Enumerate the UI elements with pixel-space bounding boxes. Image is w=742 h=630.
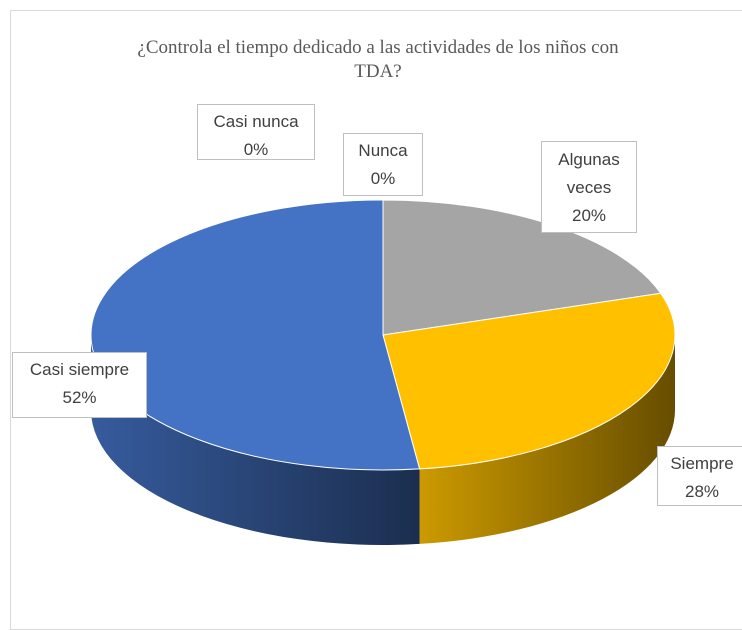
slice-side [91,335,420,545]
label-value: 0% [370,169,396,188]
data-label: Algunas veces 20% [541,141,637,233]
slice [382,292,676,470]
data-label: Casi nunca 0% [197,104,315,160]
label-category: Nunca [358,141,408,160]
label-category: Casi nunca [213,112,299,131]
label-category: Siempre [670,454,734,473]
data-label: Siempre 28% [657,446,742,506]
slice-side [419,335,675,544]
label-value: 28% [684,482,720,501]
chart-title: ¿Controla el tiempo dedicado a las activ… [137,37,619,82]
slice [90,199,421,471]
data-label: Casi siempre 52% [12,352,147,418]
data-label: Nunca 0% [343,133,423,196]
label-category: Algunas veces [558,150,620,197]
label-category: Casi siempre [29,360,130,379]
label-value: 52% [62,388,97,407]
label-value: 20% [571,206,607,225]
label-value: 0% [243,140,269,159]
